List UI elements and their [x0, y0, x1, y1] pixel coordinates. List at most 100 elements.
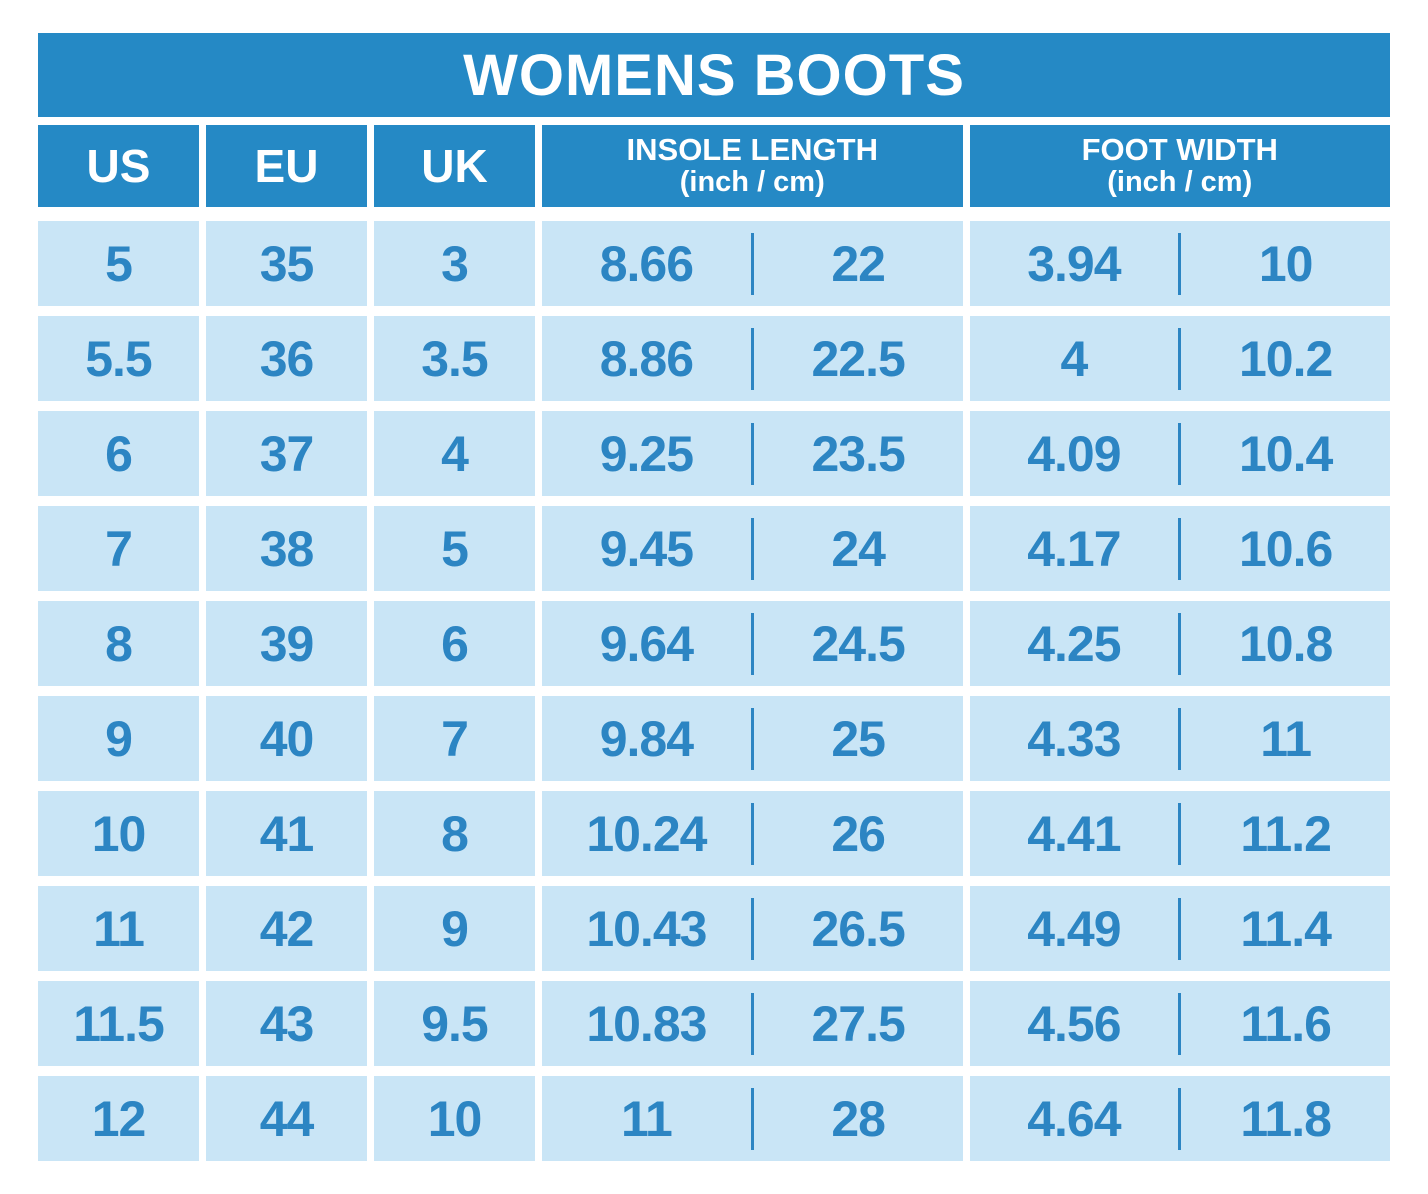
cell-divider-line: [1178, 897, 1182, 960]
table-row: 9 40 7 9.84 25 4.33 11: [38, 696, 1390, 781]
cell-divider-line: [750, 707, 754, 770]
cell-divider-line: [750, 232, 754, 295]
header-label-uk: UK: [421, 139, 488, 192]
uk-size-value: 3: [441, 235, 469, 292]
insole-length-inch-value: 9.64: [599, 615, 694, 672]
cell-divider-line: [750, 897, 754, 960]
insole-length-inch-value: 10.83: [586, 995, 707, 1052]
foot-width-cm-value: 11.2: [1240, 805, 1332, 862]
table-title-bar: WOMENS BOOTS: [38, 33, 1390, 117]
cell-divider-line: [750, 612, 754, 675]
size-chart-table: WOMENS BOOTS US EU UK INSOLE LENGTH (inc…: [38, 33, 1390, 1161]
us-size-value: 7: [105, 520, 133, 577]
eu-size-cell: 41: [206, 791, 367, 876]
uk-size-value: 6: [441, 615, 469, 672]
foot-width-cm-value: 10.4: [1238, 425, 1333, 482]
insole-length-cm-value: 22.5: [811, 330, 905, 387]
header-cell-foot-width: FOOT WIDTH (inch / cm): [969, 125, 1390, 207]
foot-width-cell: 4 10.2: [969, 316, 1390, 401]
foot-width-cell: 4.09 10.4: [969, 411, 1390, 496]
header-cell-us: US: [38, 125, 199, 207]
foot-width-inch-value: 4.41: [1027, 805, 1121, 862]
foot-width-cm-value: 10.8: [1238, 615, 1333, 672]
uk-size-value: 9: [441, 900, 469, 957]
foot-width-cm-value: 11.4: [1240, 900, 1332, 957]
foot-width-cm-value: 11: [1260, 710, 1312, 767]
cell-divider-line: [1178, 232, 1182, 295]
eu-size-value: 41: [259, 805, 315, 862]
cell-divider-line: [1178, 1087, 1182, 1150]
table-row: 7 38 5 9.45 24 4.17 10.6: [38, 506, 1390, 591]
foot-width-cm-value: 10.2: [1238, 330, 1333, 387]
insole-length-cell: 9.84 25: [542, 696, 963, 781]
insole-length-inch-value: 8.66: [599, 235, 694, 292]
insole-length-cm-value: 26: [831, 805, 886, 862]
cell-divider-line: [750, 1087, 754, 1150]
table-row: 11.5 43 9.5 10.83 27.5 4.56 11.6: [38, 981, 1390, 1066]
uk-size-value: 4: [441, 425, 469, 482]
table-row: 5.5 36 3.5 8.86 22.5 4 10.2: [38, 316, 1390, 401]
us-size-value: 11.5: [73, 995, 165, 1052]
us-size-cell: 11.5: [38, 981, 199, 1066]
table-row: 6 37 4 9.25 23.5 4.09 10.4: [38, 411, 1390, 496]
insole-length-inch-value: 10.24: [586, 805, 707, 862]
insole-length-cm-value: 24.5: [811, 615, 905, 672]
cell-divider-line: [1178, 612, 1182, 675]
eu-size-cell: 44: [206, 1076, 367, 1161]
eu-size-value: 40: [259, 710, 315, 767]
uk-size-cell: 6: [374, 601, 535, 686]
table-row: 10 41 8 10.24 26 4.41 11.2: [38, 791, 1390, 876]
table-row: 8 39 6 9.64 24.5 4.25 10.8: [38, 601, 1390, 686]
table-header-row: US EU UK INSOLE LENGTH (inch / cm) FOOT …: [38, 125, 1390, 207]
uk-size-value: 10: [427, 1090, 483, 1147]
us-size-value: 12: [91, 1090, 147, 1147]
header-sublabel-insole-units: (inch / cm): [679, 166, 825, 199]
us-size-cell: 6: [38, 411, 199, 496]
uk-size-cell: 8: [374, 791, 535, 876]
foot-width-cell: 4.56 11.6: [969, 981, 1390, 1066]
insole-length-cell: 9.25 23.5: [542, 411, 963, 496]
table-row: 11 42 9 10.43 26.5 4.49 11.4: [38, 886, 1390, 971]
eu-size-cell: 42: [206, 886, 367, 971]
foot-width-inch-value: 4.09: [1027, 425, 1121, 482]
insole-length-inch-value: 9.25: [599, 425, 694, 482]
insole-length-cell: 9.45 24: [542, 506, 963, 591]
foot-width-inch-value: 4.17: [1027, 520, 1121, 577]
uk-size-cell: 4: [374, 411, 535, 496]
eu-size-value: 44: [259, 1090, 315, 1147]
cell-divider-line: [750, 422, 754, 485]
us-size-value: 11: [93, 900, 145, 957]
foot-width-cm-value: 10: [1258, 235, 1314, 292]
foot-width-inch-value: 4.64: [1027, 1090, 1121, 1147]
insole-length-cell: 11 28: [542, 1076, 963, 1161]
uk-size-value: 8: [441, 805, 469, 862]
cell-divider-line: [750, 992, 754, 1055]
foot-width-inch-value: 4.33: [1027, 710, 1121, 767]
us-size-value: 10: [91, 805, 147, 862]
insole-length-cell: 8.66 22: [542, 221, 963, 306]
header-label-us: US: [86, 139, 151, 192]
uk-size-cell: 7: [374, 696, 535, 781]
table-row: 12 44 10 11 28 4.64 11.8: [38, 1076, 1390, 1161]
eu-size-value: 39: [259, 615, 315, 672]
foot-width-cell: 4.41 11.2: [969, 791, 1390, 876]
header-label-insole-length: INSOLE LENGTH: [626, 132, 878, 167]
insole-length-inch-value: 9.84: [599, 710, 694, 767]
header-cell-uk: UK: [374, 125, 535, 207]
insole-length-inch-value: 11: [620, 1090, 673, 1147]
uk-size-cell: 5: [374, 506, 535, 591]
uk-size-cell: 3.5: [374, 316, 535, 401]
us-size-cell: 8: [38, 601, 199, 686]
cell-divider-line: [1178, 802, 1182, 865]
insole-length-cm-value: 28: [831, 1090, 886, 1147]
table-title: WOMENS BOOTS: [463, 42, 965, 108]
uk-size-value: 9.5: [421, 995, 489, 1052]
us-size-cell: 11: [38, 886, 199, 971]
us-size-cell: 7: [38, 506, 199, 591]
foot-width-cm-value: 10.6: [1238, 520, 1333, 577]
us-size-value: 5: [105, 235, 133, 292]
us-size-value: 8: [105, 615, 133, 672]
cell-divider-line: [1178, 517, 1182, 580]
insole-length-cell: 9.64 24.5: [542, 601, 963, 686]
uk-size-value: 5: [441, 520, 469, 577]
